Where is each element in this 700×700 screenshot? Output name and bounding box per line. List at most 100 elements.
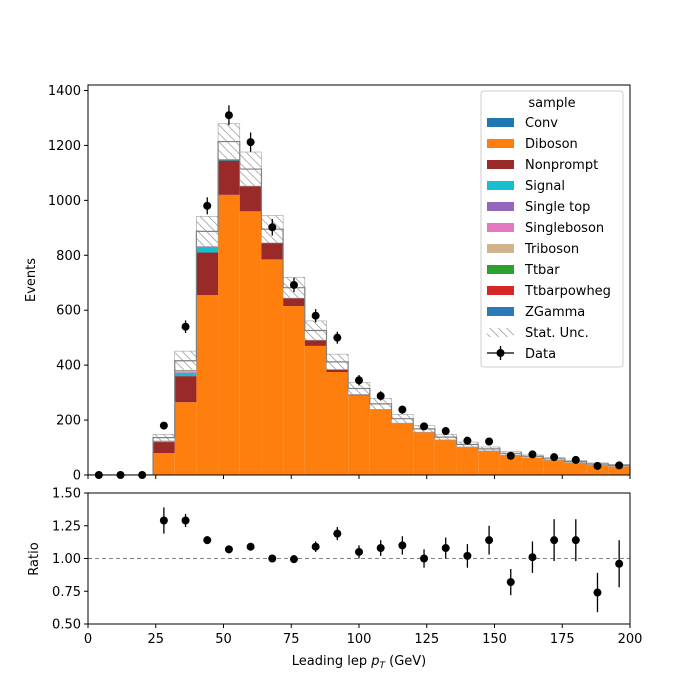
- bar-nonprompt: [174, 376, 197, 403]
- data-point: [463, 436, 472, 445]
- x-axis-label-subscript: T: [379, 661, 386, 671]
- x-tick-label: 200: [618, 632, 643, 647]
- ratio-point: [615, 559, 624, 568]
- ratio-point: [224, 545, 233, 554]
- ratio-y-tick-label: 1.00: [52, 552, 81, 567]
- legend-swatch: [487, 139, 514, 148]
- bar-signal: [174, 372, 197, 377]
- legend-entry: Stat. Unc.: [487, 326, 589, 341]
- data-point: [289, 280, 298, 289]
- legend-entry: Singleboson: [487, 221, 604, 236]
- ratio-point: [289, 555, 298, 564]
- ratio-point: [355, 547, 363, 556]
- legend-label: ZGamma: [525, 305, 585, 320]
- ratio-point: [268, 554, 277, 563]
- legend-label: Signal: [525, 179, 565, 194]
- x-axis-label-unit: (GeV): [385, 654, 426, 669]
- bar-diboson: [434, 439, 457, 475]
- x-tick-label: 125: [414, 632, 439, 647]
- bar-diboson: [304, 345, 327, 475]
- bar-diboson: [239, 211, 262, 475]
- data-point: [593, 461, 602, 470]
- y-tick-label: 600: [56, 304, 81, 319]
- legend-label: Singleboson: [525, 221, 604, 236]
- bar-diboson: [218, 194, 240, 475]
- data-point: [159, 421, 168, 430]
- legend-swatch: [487, 307, 514, 316]
- legend-swatch-hatch: [487, 328, 514, 337]
- legend-label: Stat. Unc.: [525, 326, 589, 341]
- bar-ttbar: [174, 370, 197, 372]
- bar-diboson: [564, 462, 587, 475]
- data-point: [485, 437, 494, 446]
- legend-swatch: [487, 181, 514, 190]
- bar-diboson: [543, 459, 565, 475]
- legend-entry: Single top: [487, 200, 590, 215]
- bar-diboson: [456, 446, 479, 475]
- ratio-plot-frame: [87, 492, 631, 625]
- legend-title: sample: [528, 96, 575, 111]
- y-tick-label: 0: [73, 469, 81, 484]
- bar-diboson: [608, 465, 630, 475]
- bar-signal: [196, 247, 219, 253]
- ratio-point: [203, 536, 212, 545]
- legend-entry: Conv: [487, 116, 558, 131]
- bar-diboson: [153, 453, 175, 475]
- x-axis-label-main: Leading lep: [292, 654, 371, 669]
- ratio-panel: 0.50 0.75 1.00 1.25 1.50 0 25 50 75 100 125 150 175…: [27, 487, 642, 672]
- legend-entry: Signal: [487, 179, 565, 194]
- ratio-y-tick-label: 1.25: [52, 519, 81, 534]
- ratio-point: [398, 541, 407, 550]
- bar-diboson: [413, 432, 435, 475]
- total-step-line: [88, 140, 630, 475]
- ratio-y-axis: 0.50 0.75 1.00 1.25 1.50: [52, 487, 88, 633]
- main-y-axis-label: Events: [24, 258, 39, 302]
- data-point: [203, 201, 212, 210]
- data-point: [528, 450, 537, 459]
- bar-diboson: [196, 295, 219, 475]
- bar-diboson: [521, 457, 544, 475]
- bar-diboson: [326, 372, 349, 475]
- data-point: [246, 138, 255, 147]
- bar-diboson: [391, 422, 414, 475]
- legend-swatch: [487, 244, 514, 253]
- legend-label: Conv: [525, 116, 558, 131]
- y-tick-label: 200: [56, 414, 81, 429]
- bar-nonprompt: [304, 338, 327, 346]
- ratio-point: [246, 542, 255, 551]
- x-tick-label: 75: [283, 632, 300, 647]
- legend-label: Data: [525, 347, 556, 362]
- ratio-point: [463, 551, 472, 560]
- bar-diboson: [348, 395, 370, 475]
- legend-swatch: [487, 118, 514, 127]
- legend-swatch: [487, 160, 514, 169]
- bar-nonprompt: [218, 160, 240, 195]
- data-point: [181, 322, 190, 331]
- bar-singleboson: [174, 371, 197, 373]
- y-tick-label: 800: [56, 249, 81, 264]
- data-point: [550, 453, 559, 462]
- legend-swatch: [487, 286, 514, 295]
- legend-label: Nonprompt: [525, 158, 598, 173]
- legend-marker: [496, 349, 505, 357]
- data-point: [441, 427, 450, 436]
- data-point: [333, 333, 342, 342]
- ratio-point: [528, 553, 537, 562]
- ratio-point: [441, 544, 450, 553]
- legend: sample Conv Diboson Nonprompt Signal Single t…: [480, 90, 624, 368]
- legend-entry: Triboson: [487, 242, 579, 257]
- data-point: [571, 455, 580, 464]
- bar-nonprompt: [196, 252, 219, 296]
- x-tick-label: 100: [347, 632, 372, 647]
- data-point: [376, 391, 385, 400]
- ratio-y-axis-label: Ratio: [27, 542, 42, 575]
- x-tick-label: 175: [550, 632, 575, 647]
- data-point: [311, 311, 320, 320]
- legend-label: Single top: [525, 200, 590, 215]
- y-tick-label: 1200: [48, 139, 81, 154]
- legend-label: Ttbar: [524, 263, 560, 278]
- stacked-histogram: [153, 141, 630, 475]
- bar-nonprompt: [239, 185, 262, 212]
- ratio-point: [333, 529, 342, 538]
- ratio-point: [311, 542, 320, 551]
